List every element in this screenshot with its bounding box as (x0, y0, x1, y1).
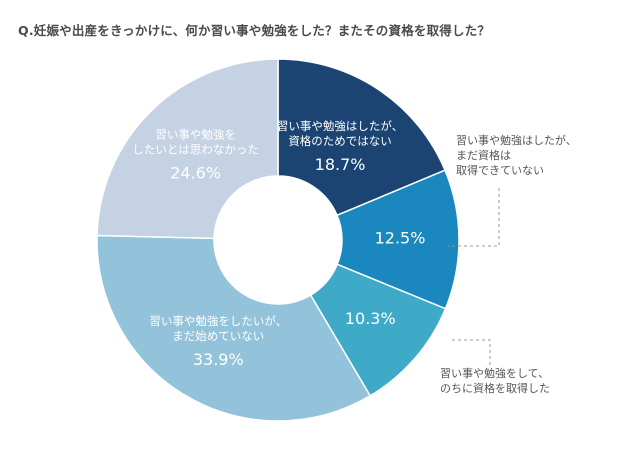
slice-1-label-line-1: 習い事や勉強はしたが、 (277, 119, 403, 133)
external-label-1-line-3: 取得できていない (456, 164, 544, 177)
external-label-2-line-1: 習い事や勉強をして、 (440, 367, 550, 380)
chart-title: Q.妊娠や出産をきっかけに、何か習い事や勉強をした？またその資格を取得した？ (18, 23, 491, 38)
slice-5-label-line-1: 習い事や勉強を (155, 128, 236, 142)
donut-slice-1 (277, 58, 446, 217)
slice-label-1: 習い事や勉強はしたが、資格のためではない 18.7% (277, 119, 403, 174)
external-label-1-line-2: まだ資格は (456, 149, 511, 162)
slice-5-label-line-2: したいとは思わなかった (132, 143, 259, 157)
slice-4-label-line-1: 習い事や勉強をしたいが、 (149, 314, 287, 328)
external-label-2-line-2: のちに資格を取得した (440, 382, 550, 395)
slice-label-2: 12.5% (375, 229, 426, 248)
slice-label-3: 10.3% (345, 309, 396, 328)
slice-1-value: 18.7% (315, 155, 366, 174)
slice-label-4: 習い事や勉強をしたいが、まだ始めていない 33.9% (149, 314, 287, 369)
slice-2-value: 12.5% (375, 229, 426, 248)
external-label-1: 習い事や勉強はしたが、 まだ資格は取得できていない (456, 133, 577, 178)
external-label-2: 習い事や勉強をして、 のちに資格を取得した (440, 366, 550, 396)
leader-line-2 (452, 339, 491, 368)
leader-line-1 (448, 188, 500, 247)
slice-5-value: 24.6% (170, 164, 221, 183)
slice-4-label-line-2: まだ始めていない (172, 329, 264, 343)
donut-slice-4 (96, 234, 372, 422)
slice-4-value: 33.9% (193, 350, 244, 369)
slice-3-value: 10.3% (345, 309, 396, 328)
slice-1-label-line-2: 資格のためではない (288, 134, 392, 148)
donut-slice-2 (336, 169, 460, 310)
donut-slice-5 (96, 58, 279, 240)
external-label-1-line-1: 習い事や勉強はしたが、 (456, 134, 577, 147)
